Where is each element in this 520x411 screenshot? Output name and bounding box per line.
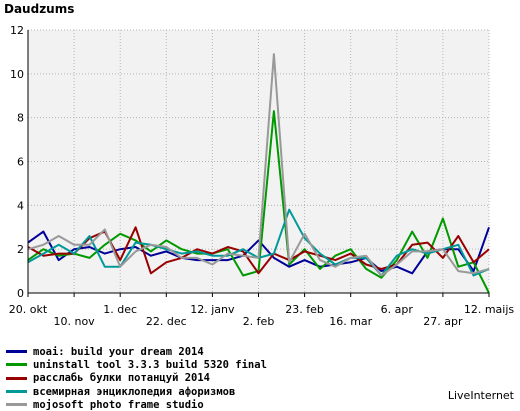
- x-tick-label: 10. nov: [53, 315, 95, 328]
- legend-item: moai: build your dream 2014: [6, 345, 267, 358]
- y-tick-label: 12: [10, 24, 24, 37]
- legend-swatch: [6, 390, 27, 394]
- y-tick-label: 8: [17, 112, 24, 125]
- series-line: [27, 226, 490, 275]
- y-tick-label: 4: [17, 199, 24, 212]
- x-tick-label: 23. feb: [285, 303, 324, 316]
- x-tick-label: 22. dec: [146, 315, 187, 328]
- legend-item: uninstall tool 3.3.3 build 5320 final: [6, 358, 267, 371]
- legend-swatch: [6, 363, 27, 367]
- legend: moai: build your dream 2014 uninstall to…: [6, 345, 267, 411]
- x-tick-label: 12. maijs: [464, 303, 515, 316]
- legend-swatch: [6, 376, 27, 380]
- legend-label: всемирная энциклопедия афоризмов: [33, 385, 236, 398]
- legend-swatch: [6, 350, 27, 354]
- x-tick-label: 20. okt: [9, 303, 48, 316]
- legend-label: moai: build your dream 2014: [33, 345, 204, 358]
- x-tick-label: 6. apr: [381, 303, 414, 316]
- brand-label: LiveInternet: [447, 389, 514, 402]
- legend-item: расслабь булки потанцуй 2014: [6, 372, 267, 385]
- chart-title: Daudzums: [4, 2, 75, 16]
- legend-label: расслабь булки потанцуй 2014: [33, 372, 211, 385]
- series-line: [27, 110, 490, 294]
- y-tick-label: 10: [10, 68, 24, 81]
- y-tick-label: 6: [17, 156, 24, 169]
- x-tick-label: 12. janv: [190, 303, 235, 316]
- x-tick-label: 27. apr: [423, 315, 463, 328]
- y-tick-label: 2: [17, 243, 24, 256]
- x-tick-label: 2. feb: [243, 315, 275, 328]
- y-tick-label: 0: [17, 287, 24, 300]
- legend-item: всемирная энциклопедия афоризмов: [6, 385, 267, 398]
- legend-label: uninstall tool 3.3.3 build 5320 final: [33, 358, 267, 371]
- series-line: [27, 53, 490, 277]
- x-tick-label: 1. dec: [103, 303, 137, 316]
- x-tick-label: 16. mar: [329, 315, 372, 328]
